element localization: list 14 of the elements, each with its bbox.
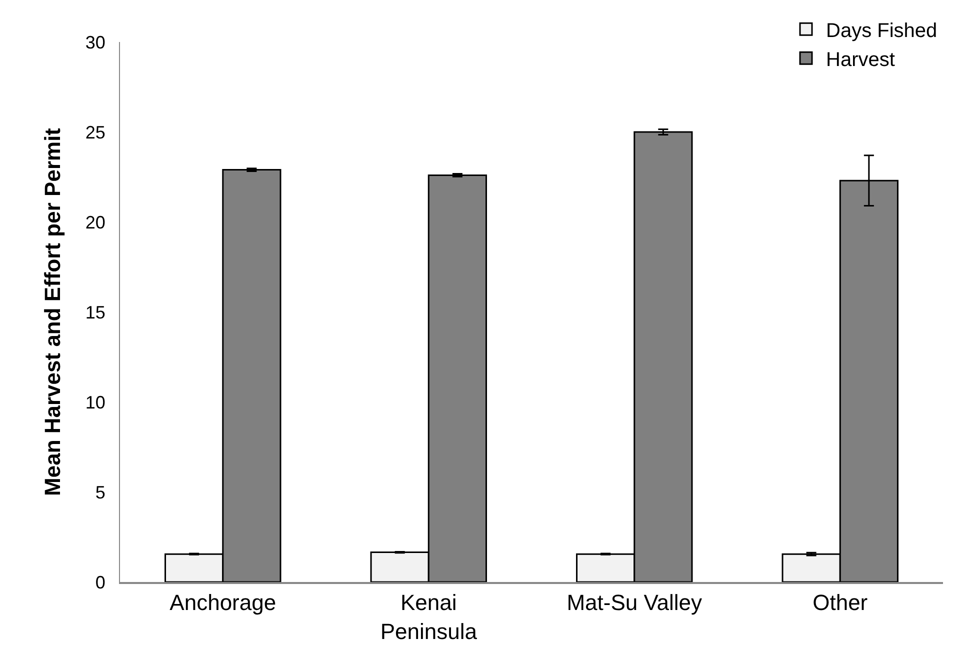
- y-tick-label: 5: [95, 482, 106, 502]
- y-tick-label: 0: [95, 572, 106, 592]
- x-tick-label: Anchorage: [170, 590, 276, 616]
- y-tick-label: 30: [85, 32, 106, 52]
- y-tick-label: 15: [85, 302, 106, 322]
- x-tick-label: Mat-Su Valley: [566, 590, 702, 616]
- x-tick-label: Other: [812, 590, 868, 616]
- y-tick-label: 25: [85, 122, 106, 142]
- legend-label: Days Fished: [826, 20, 938, 42]
- x-tick-label: Kenai Peninsula: [380, 590, 478, 644]
- y-tick-label: 10: [85, 392, 106, 412]
- y-tick-label: 20: [85, 212, 106, 232]
- legend-label: Harvest: [826, 48, 896, 71]
- y-axis-title: Mean Harvest and Effort per Permit: [40, 127, 66, 496]
